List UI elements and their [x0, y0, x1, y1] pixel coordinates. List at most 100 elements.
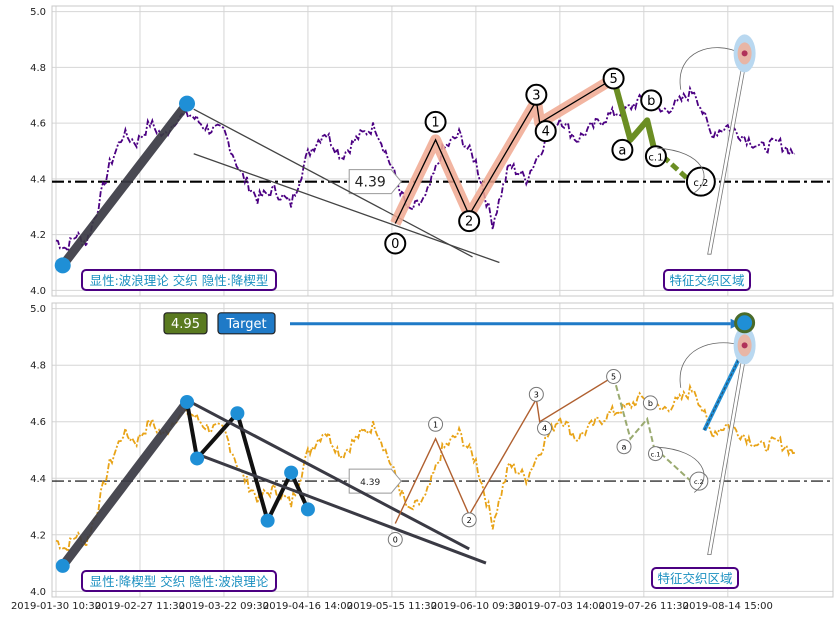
- target-marker: [734, 312, 756, 334]
- y-tick-label: 4.2: [30, 230, 46, 241]
- x-tick-label: 2019-07-26 11:30: [599, 601, 689, 612]
- y-tick-label: 4.4: [30, 474, 46, 485]
- wave-label: 0: [391, 237, 399, 252]
- annotation-text: 显性:波浪理论 交织 隐性:降楔型: [90, 273, 269, 288]
- x-tick-label: 2019-06-10 09:30: [431, 601, 521, 612]
- y-tick-label: 4.0: [30, 587, 46, 598]
- annotation-box: [81, 269, 277, 291]
- wave-label-circle: [528, 386, 544, 402]
- zone-box: [651, 567, 739, 589]
- y-tick-label: 5.0: [30, 7, 46, 18]
- pattern-pivot-marker: [54, 257, 71, 274]
- target-blue-arrow: [702, 350, 745, 432]
- wedge-zigzag-segment: [235, 411, 270, 523]
- wave-label-circle: [534, 120, 557, 143]
- panel-frame: [51, 5, 834, 297]
- zone-label: 特征交织区域: [657, 571, 732, 586]
- wave-label-circle: [642, 395, 658, 411]
- projection-curve: [657, 147, 705, 194]
- bottom-panel: 4.0 4.2 4.4 4.6 4.8 5.0 4.39 0 1 2 3 4 5 a b c.1 c.2 显性:降…: [30, 302, 834, 598]
- wave-label-circle: [424, 110, 447, 133]
- wave-label-circle: [616, 439, 632, 455]
- reference-value-label: 4.39: [360, 478, 380, 488]
- wave-label: 3: [534, 390, 539, 399]
- target-badge-text: Target: [225, 317, 266, 332]
- wedge-lower-line: [193, 451, 487, 565]
- zone-box: [663, 269, 751, 291]
- price-badge-text: 4.95: [171, 317, 200, 332]
- wave-label: c.1: [651, 451, 661, 459]
- pattern-pivot-marker: [180, 394, 195, 409]
- wave-label: 1: [431, 115, 439, 130]
- target-hotspot: [741, 342, 748, 349]
- impulse-segment: [58, 397, 192, 571]
- price-arrow-label: [348, 169, 402, 195]
- top-panel: 4.0 4.2 4.4 4.6 4.8 5.0 4.39 0 1 2 3 4 5 a b c.1 c.2 显性:波…: [30, 5, 834, 297]
- y-tick-label: 4.4: [30, 174, 46, 185]
- panel-frame: [51, 302, 834, 598]
- x-tick-label: 2019-01-30 10:30: [11, 601, 101, 612]
- wave-label: 4: [542, 424, 547, 433]
- wedge-zigzag-segment: [195, 411, 240, 461]
- x-tick-label: 2019-05-15 11:30: [347, 601, 437, 612]
- wave-label-circle: [525, 83, 548, 106]
- wave-label: 1: [433, 420, 438, 429]
- wave-label: 4: [542, 125, 550, 140]
- wave-label: a: [618, 143, 626, 158]
- annotation-text: 显性:降楔型 交织 隐性:波浪理论: [90, 574, 269, 589]
- wave-label-circle: [537, 420, 553, 436]
- wave-label-circle: [458, 210, 481, 233]
- wave-path: [394, 77, 614, 224]
- wave-label-circle: [606, 369, 622, 384]
- y-tick-label: 5.0: [30, 304, 46, 315]
- wedge-upper-line: [189, 400, 470, 551]
- wave-label: 3: [532, 88, 540, 103]
- plot-area: [52, 303, 833, 597]
- wave-label-circle: [461, 512, 477, 528]
- impulse-segment: [58, 99, 192, 270]
- wave-label: 2: [465, 215, 473, 230]
- wave-label: b: [647, 94, 655, 109]
- wave-label-circle: [611, 138, 634, 161]
- pattern-pivot-marker: [260, 513, 275, 528]
- y-tick-label: 4.6: [30, 417, 46, 428]
- y-tick-label: 4.0: [30, 286, 46, 297]
- wave-label-circle: [387, 532, 403, 547]
- pattern-pivot-marker: [300, 502, 315, 517]
- wave-label-circle: [689, 471, 709, 491]
- wave-label: 0: [393, 536, 398, 545]
- wedge-upper-line: [193, 108, 473, 258]
- y-tick-label: 4.2: [30, 530, 46, 541]
- x-tick-label: 2019-03-22 09:30: [179, 601, 269, 612]
- wave-label-circle: [685, 166, 716, 197]
- pattern-pivot-marker: [230, 406, 245, 421]
- projected-wave: [653, 446, 692, 482]
- y-tick-label: 4.8: [30, 63, 46, 74]
- price-badge: [163, 312, 208, 335]
- annotation-box: [81, 570, 277, 592]
- x-tick-label: 2019-04-16 14:00: [263, 601, 353, 612]
- projection-curve: [679, 342, 741, 388]
- wedge-zigzag-segment: [265, 470, 294, 523]
- wave-label: 5: [609, 72, 617, 87]
- y-tick-label: 4.6: [30, 119, 46, 130]
- wave-label-circle: [644, 145, 667, 168]
- y-tick-label: 4.8: [30, 361, 46, 372]
- pattern-pivot-marker: [179, 95, 196, 112]
- wave-label-circle: [384, 232, 407, 255]
- price-arrow-label: [348, 468, 402, 494]
- wedge-zigzag-segment: [185, 399, 200, 461]
- pattern-pivot-marker: [55, 558, 70, 573]
- x-tick-label: 2019-02-27 11:30: [95, 601, 185, 612]
- corrective-wave: [612, 376, 655, 448]
- wedge-lower-line: [193, 153, 500, 264]
- corrective-wave: [610, 77, 657, 149]
- wave-label-circle: [602, 67, 625, 90]
- projection-curve: [679, 47, 741, 90]
- wave-label: c.2: [693, 178, 708, 189]
- pattern-pivot-marker: [190, 451, 205, 466]
- projection-curve: [657, 446, 705, 493]
- pattern-pivot-marker: [284, 465, 299, 480]
